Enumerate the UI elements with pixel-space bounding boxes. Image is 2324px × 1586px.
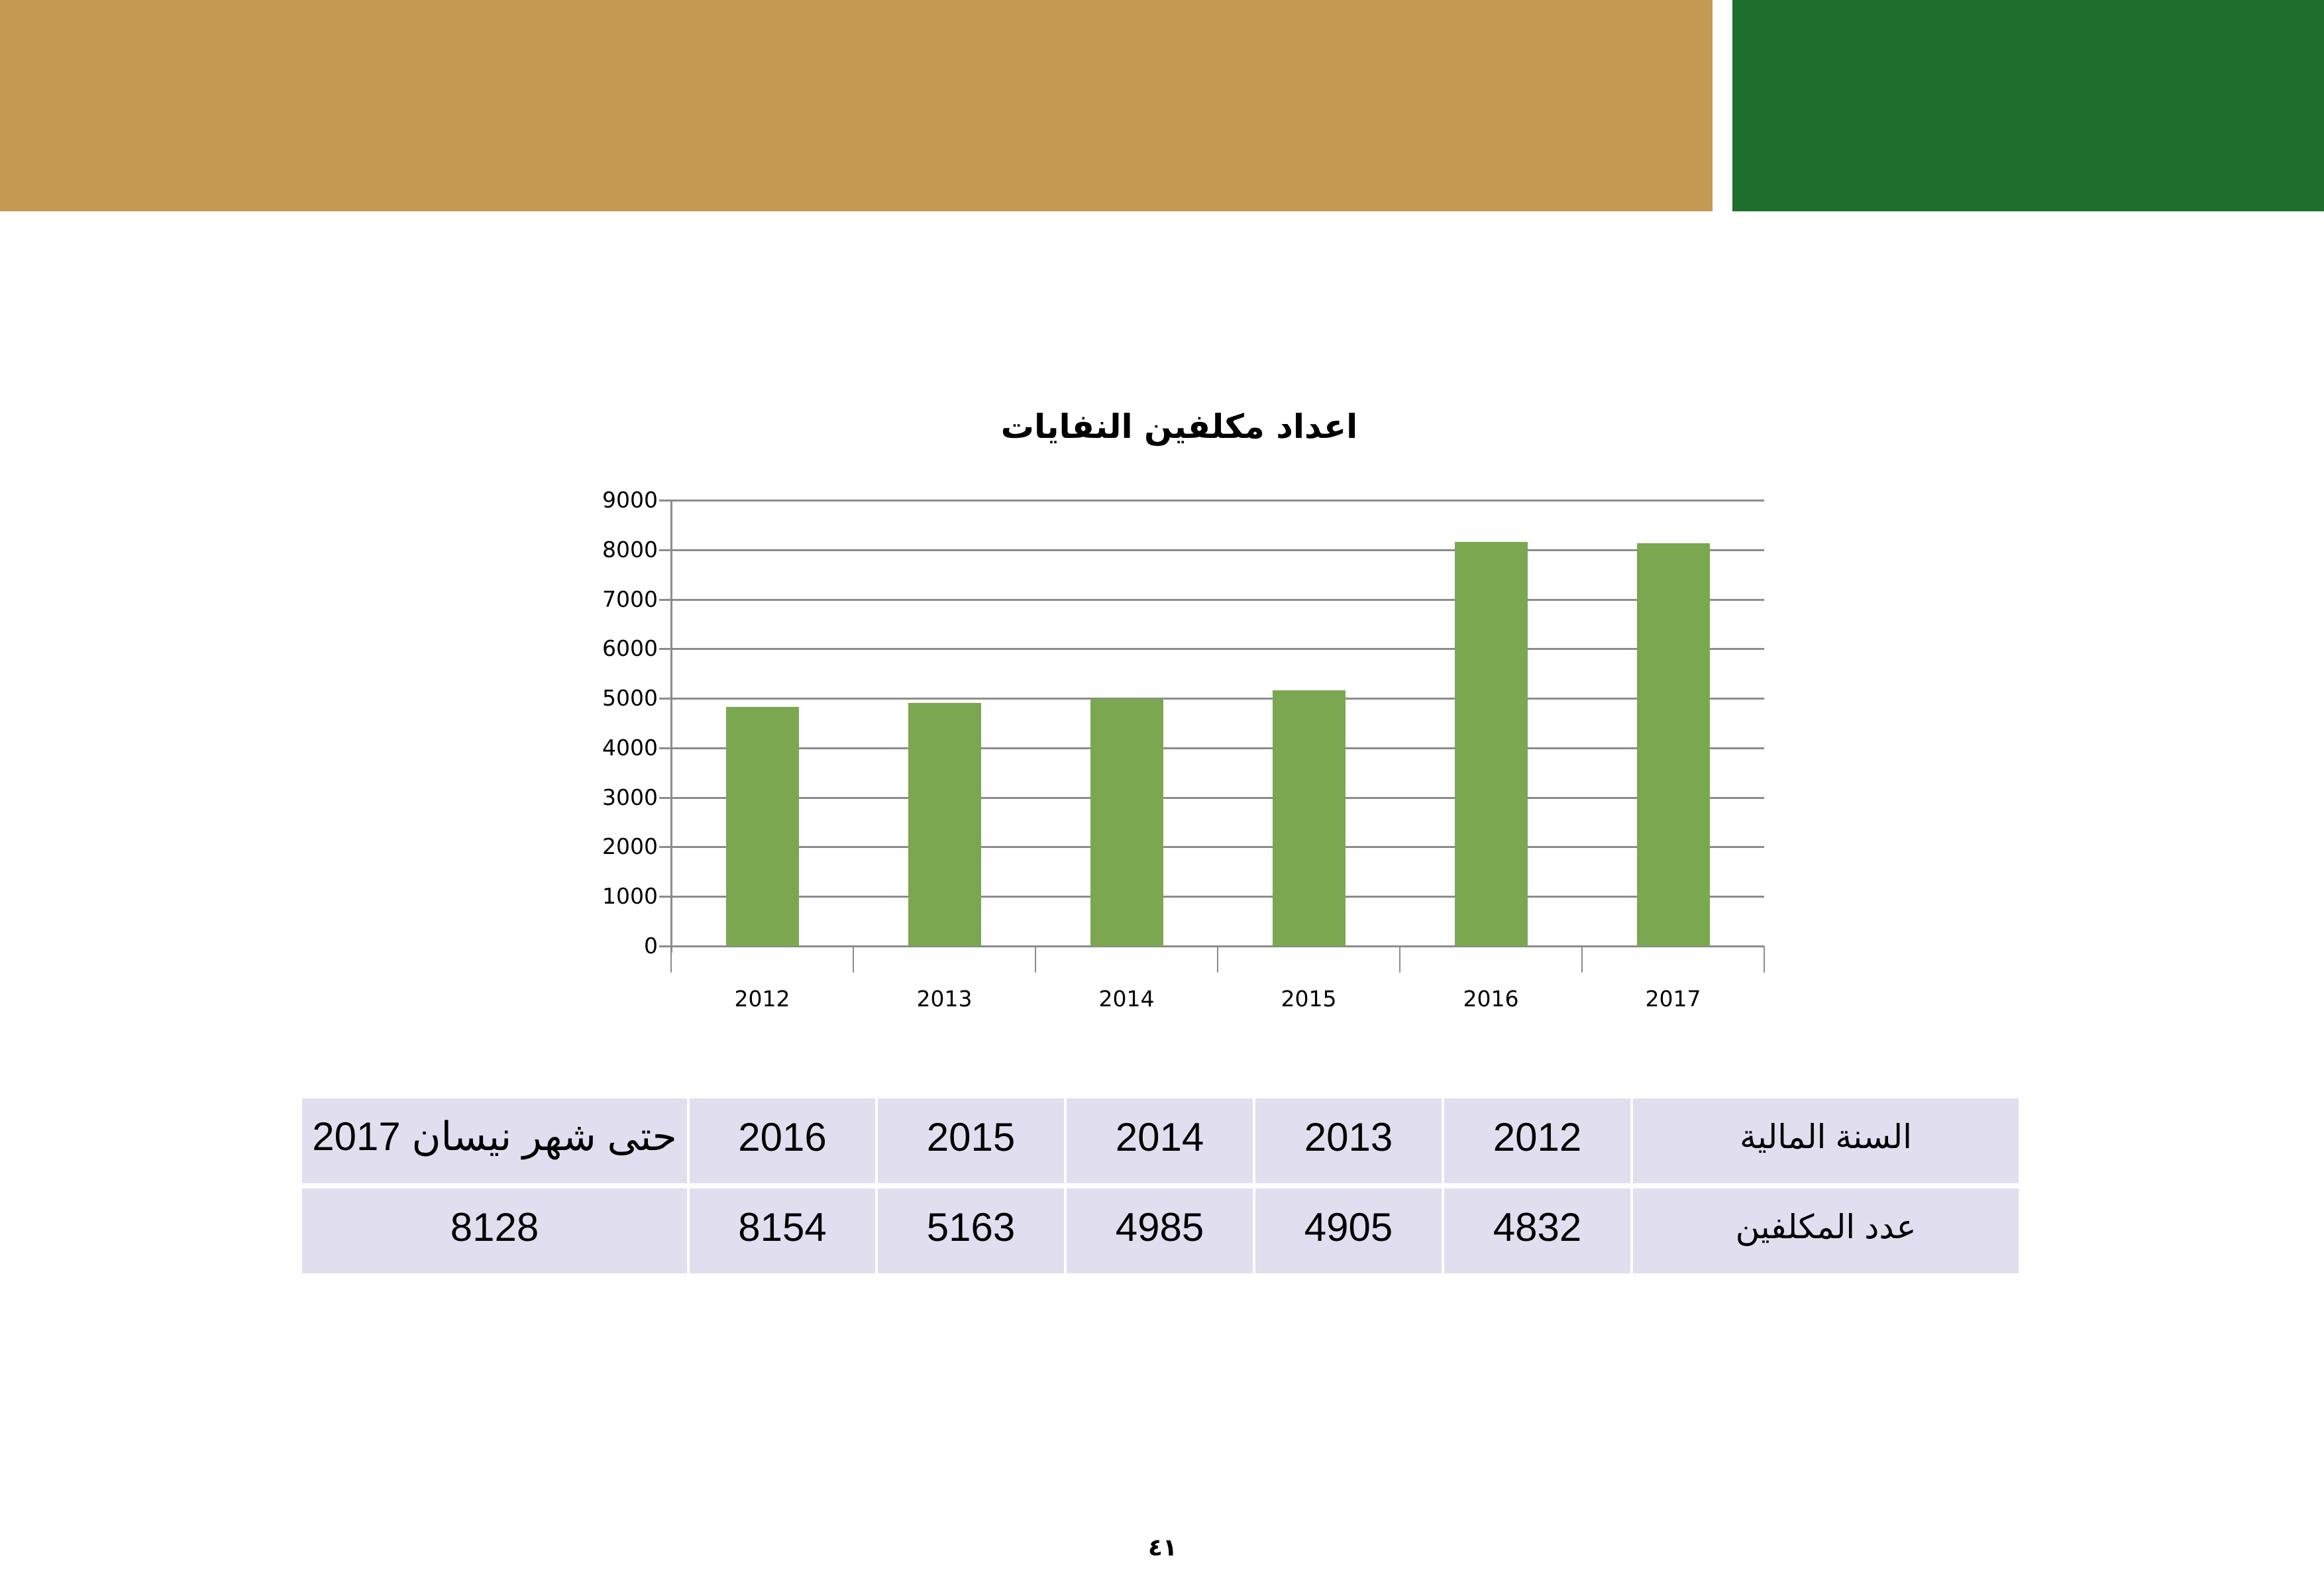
- bar-2014: [1090, 699, 1163, 946]
- y-tick-label: 1000: [602, 883, 658, 910]
- x-tick-label: 2016: [1463, 986, 1519, 1012]
- gridline: [659, 796, 1764, 799]
- page-number: ٤١: [1148, 1534, 1177, 1561]
- row-label-taxpayer-count: عدد المكلفين: [1633, 1189, 2019, 1273]
- x-tick-mark: [1217, 946, 1218, 973]
- x-tick-mark: [1035, 946, 1036, 973]
- y-tick-label: 4000: [602, 734, 658, 761]
- gridline: [659, 598, 1764, 601]
- header-green-band: [1732, 0, 2324, 211]
- y-tick-label: 3000: [602, 784, 658, 810]
- x-tick-mark: [853, 946, 854, 973]
- table-cell: 8154: [690, 1189, 875, 1273]
- table-cell: 4985: [1067, 1189, 1253, 1273]
- y-tick-label: 6000: [602, 635, 658, 662]
- x-tick-mark: [670, 946, 672, 973]
- chart-title: اعداد مكلفين النفايات: [1000, 407, 1358, 446]
- x-tick-label: 2012: [734, 986, 790, 1012]
- y-tick-label: 8000: [602, 536, 658, 562]
- x-tick-label: 2014: [1098, 986, 1155, 1012]
- gridline: [659, 549, 1764, 551]
- gridline: [659, 846, 1764, 849]
- bar-2017: [1636, 543, 1710, 946]
- x-tick-mark: [1764, 946, 1765, 973]
- bar-chart-plot-area: 0 1000 2000 3000 4000 5000 6000 7000 8000 9000 201…: [602, 487, 1765, 1012]
- x-tick-mark: [1581, 946, 1583, 973]
- table-cell: حتى شهر نيسان 2017: [302, 1098, 687, 1183]
- table-row-counts: 8128 8154 5163 4985 4905 4832 عدد المكلف…: [302, 1189, 2019, 1273]
- y-tick-label: 0: [644, 933, 658, 959]
- x-tick-label: 2015: [1281, 986, 1337, 1012]
- table-cell: 4832: [1444, 1189, 1630, 1273]
- x-tick-mark: [1399, 946, 1400, 973]
- x-tick-label: 2013: [916, 986, 973, 1012]
- bar-2012: [725, 706, 799, 946]
- table-cell: 2016: [690, 1098, 875, 1183]
- table-cell: 2013: [1255, 1098, 1442, 1183]
- y-axis-line: [670, 500, 672, 953]
- bar-2013: [908, 703, 981, 946]
- row-label-fiscal-year: السنة المالية: [1633, 1098, 2019, 1183]
- y-tick-label: 9000: [602, 487, 658, 513]
- bar-2015: [1272, 690, 1346, 946]
- table-cell: 5163: [878, 1189, 1064, 1273]
- x-tick-label: 2017: [1645, 986, 1701, 1012]
- y-tick-label: 5000: [602, 685, 658, 712]
- x-axis-line: [659, 945, 1764, 947]
- y-tick-label: 7000: [602, 586, 658, 612]
- gridline: [659, 648, 1764, 651]
- bar-2016: [1454, 542, 1528, 946]
- gridline: [659, 500, 1764, 502]
- table-row-years: حتى شهر نيسان 2017 2016 2015 2014 2013 2…: [302, 1098, 2019, 1183]
- gridline: [659, 747, 1764, 749]
- y-tick-label: 2000: [602, 833, 658, 860]
- table-cell: 2012: [1444, 1098, 1630, 1183]
- gridline: [659, 896, 1764, 898]
- table-cell: 2014: [1067, 1098, 1253, 1183]
- table-cell: 4905: [1255, 1189, 1442, 1273]
- table-cell: 2015: [878, 1098, 1064, 1183]
- table-cell: 8128: [302, 1189, 687, 1273]
- gridline: [659, 698, 1764, 700]
- header-gold-band: [0, 0, 1713, 211]
